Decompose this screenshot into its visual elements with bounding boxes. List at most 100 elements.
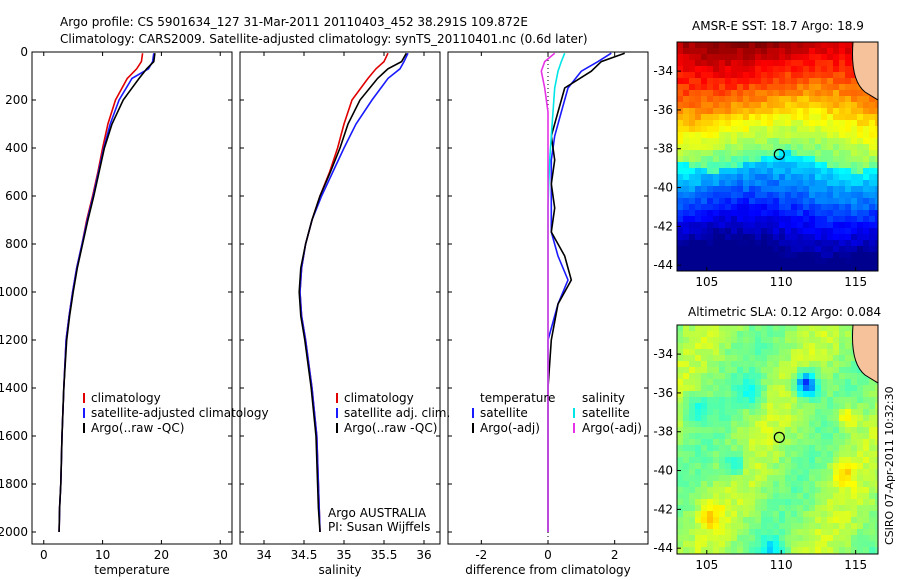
map-cell: [839, 198, 846, 205]
map-cell: [863, 439, 870, 446]
map-cell: [761, 102, 768, 109]
map-cell: [845, 391, 852, 398]
map-cell: [749, 439, 756, 446]
map-cell: [707, 493, 714, 500]
map-cell: [773, 126, 780, 133]
map-cell: [725, 138, 732, 145]
map-cell: [689, 192, 696, 199]
map-cell: [701, 493, 708, 500]
map-cell: [815, 439, 822, 446]
map-cell: [797, 337, 804, 344]
map-cell: [779, 517, 786, 524]
map-cell: [851, 138, 858, 145]
map-cell: [761, 499, 768, 506]
map-cell: [779, 355, 786, 362]
map-cell: [719, 174, 726, 181]
map-cell: [797, 391, 804, 398]
map-cell: [839, 361, 846, 368]
map-cell: [875, 108, 878, 115]
map-cell: [857, 138, 864, 145]
map-cell: [689, 523, 696, 530]
map-cell: [869, 204, 876, 211]
map-cell: [839, 385, 846, 392]
map-cell: [731, 162, 738, 169]
map-cell: [725, 72, 732, 79]
map-cell: [761, 198, 768, 205]
map-cell: [791, 192, 798, 199]
map-cell: [833, 481, 840, 488]
map-cell: [779, 481, 786, 488]
map-cell: [803, 72, 810, 79]
map-cell: [677, 126, 684, 133]
map-cell: [749, 373, 756, 380]
map-cell: [707, 90, 714, 97]
map-cell: [707, 397, 714, 404]
map-cell: [719, 120, 726, 127]
map-cell: [857, 439, 864, 446]
map-cell: [725, 421, 732, 428]
map-cell: [803, 457, 810, 464]
map-cell: [713, 493, 720, 500]
map-cell: [689, 90, 696, 97]
y-tick-label: 0: [20, 45, 28, 59]
map-cell: [839, 96, 846, 103]
map-cell: [689, 451, 696, 458]
map-cell: [761, 481, 768, 488]
map-cell: [797, 204, 804, 211]
map-cell: [725, 487, 732, 494]
map-cell: [677, 541, 684, 548]
map-cell: [839, 499, 846, 506]
map-cell: [737, 517, 744, 524]
map-cell: [827, 120, 834, 127]
map-cell: [749, 72, 756, 79]
map-cell: [827, 192, 834, 199]
map-cell: [737, 415, 744, 422]
map-cell: [815, 349, 822, 356]
map-cell: [755, 535, 762, 542]
map-cell: [749, 517, 756, 524]
map-cell: [713, 397, 720, 404]
map-cell: [719, 180, 726, 187]
map-cell: [779, 210, 786, 217]
map-cell: [713, 373, 720, 380]
map-cell: [833, 102, 840, 109]
map-cell: [857, 415, 864, 422]
map-cell: [809, 228, 816, 235]
map-cell: [791, 421, 798, 428]
map-cell: [791, 54, 798, 61]
map-cell: [761, 325, 768, 332]
map-cell: [695, 445, 702, 452]
map-cell: [779, 60, 786, 67]
map-cell: [743, 439, 750, 446]
map-cell: [713, 60, 720, 67]
map-cell: [803, 403, 810, 410]
map-cell: [701, 234, 708, 241]
map-cell: [821, 415, 828, 422]
map-cell: [863, 234, 870, 241]
map-cell: [695, 144, 702, 151]
map-cell: [791, 186, 798, 193]
map-cell: [743, 373, 750, 380]
map-cell: [749, 66, 756, 73]
map-cell: [797, 349, 804, 356]
map-cell: [821, 547, 828, 554]
map-cell: [821, 60, 828, 67]
map-cell: [677, 505, 684, 512]
map-cell: [701, 258, 708, 265]
map-cell: [785, 198, 792, 205]
map-cell: [851, 72, 858, 79]
map-cell: [779, 385, 786, 392]
map-cell: [701, 361, 708, 368]
map-cell: [737, 204, 744, 211]
map-cell: [815, 451, 822, 458]
map-cell: [695, 150, 702, 157]
map-cell: [767, 391, 774, 398]
map-cell: [749, 156, 756, 163]
map-cell: [683, 385, 690, 392]
map-cell: [815, 391, 822, 398]
map-cell: [737, 439, 744, 446]
map-cell: [749, 433, 756, 440]
map-cell: [791, 108, 798, 115]
map-cell: [827, 367, 834, 374]
